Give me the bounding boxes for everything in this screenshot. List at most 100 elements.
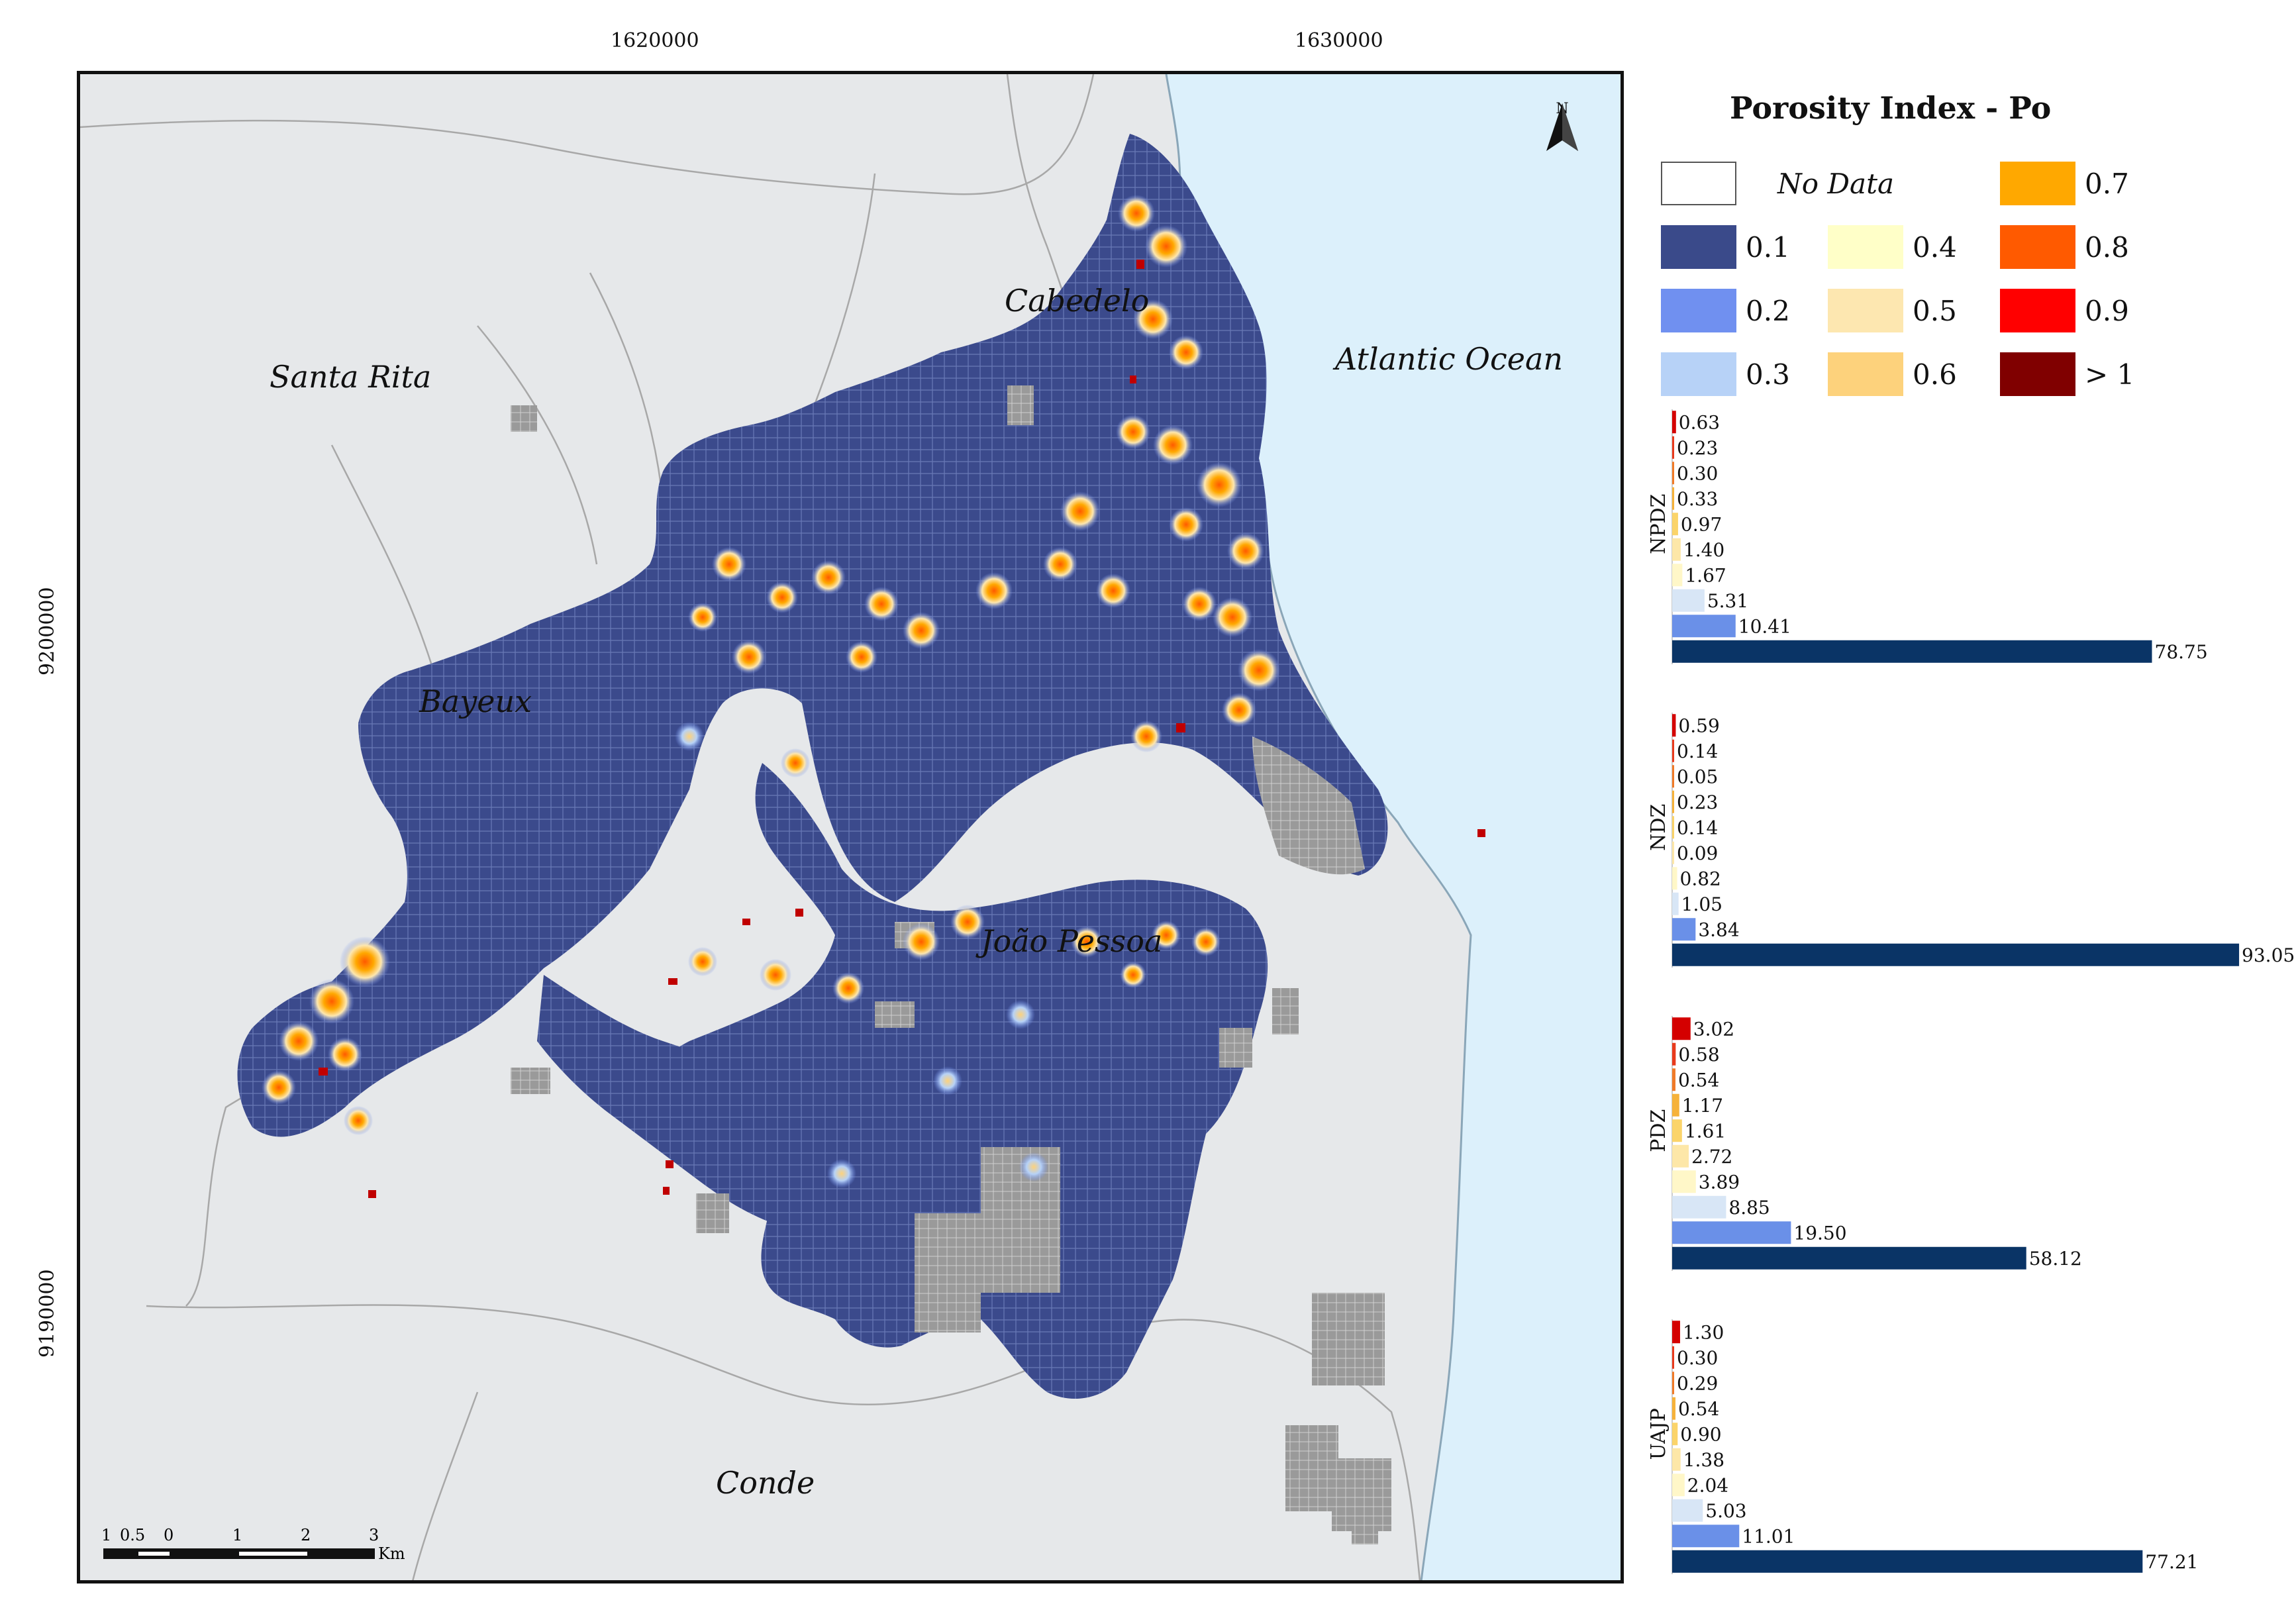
label-joao-pessoa: João Pessoa	[981, 923, 1163, 959]
bar-07	[1672, 1093, 1679, 1117]
bar-value-label: 0.54	[1678, 1069, 1719, 1091]
bar-value-label: 0.14	[1677, 740, 1718, 762]
bar-value-label: 3.02	[1693, 1018, 1734, 1040]
ocean-area	[1166, 74, 1621, 1580]
scale-tick-3: 3	[369, 1526, 379, 1544]
bar-value-label: 0.82	[1680, 868, 1721, 889]
north-arrow-icon	[1546, 103, 1578, 151]
legend-swatch	[1661, 352, 1736, 396]
legend-swatch	[1828, 352, 1903, 396]
bar-04	[1672, 1474, 1685, 1497]
bar-05	[1672, 1144, 1689, 1168]
scale-unit: Km	[378, 1544, 405, 1563]
bar-value-label: 8.85	[1728, 1197, 1770, 1219]
bar-02	[1672, 1221, 1791, 1244]
bar-01	[1672, 1550, 2143, 1573]
bar-09	[1672, 1346, 1674, 1369]
chart-npdz: 0.63 0.23 0.30 0.33 0.97 1.40 1.67 5.31 10.41 78.…	[1636, 409, 2291, 674]
bar-08	[1672, 765, 1674, 788]
legend-item: 0.9	[2000, 289, 2129, 332]
bar-08	[1672, 462, 1674, 485]
legend-swatch	[2000, 289, 2075, 332]
bar-1	[1672, 1321, 1680, 1344]
bar-value-label: 77.21	[2145, 1551, 2198, 1573]
legend-label: 0.3	[1746, 358, 1790, 391]
legend-swatch	[1661, 225, 1736, 269]
chart-zone-title: UAJP	[1647, 1408, 1670, 1460]
chart-zone-title: PDZ	[1647, 1109, 1670, 1152]
bar-value-label: 0.29	[1677, 1372, 1718, 1394]
bar-03	[1672, 1499, 1703, 1522]
label-atlantic-ocean: Atlantic Ocean	[1335, 341, 1563, 377]
scale-tick-1b: 1	[232, 1526, 242, 1544]
legend-item: 0.7	[2000, 162, 2129, 205]
bar-01	[1672, 640, 2152, 663]
bar-05	[1672, 841, 1674, 864]
legend-swatch	[2000, 225, 2075, 269]
legend-item: No Data	[1661, 162, 1894, 205]
label-conde: Conde	[716, 1465, 815, 1501]
bar-07	[1672, 487, 1675, 510]
bar-value-label: 0.30	[1677, 1347, 1718, 1369]
bar-value-label: 1.67	[1685, 564, 1726, 586]
bar-value-label: 0.90	[1680, 1423, 1721, 1445]
legend-item: 0.2	[1661, 289, 1790, 332]
bar-value-label: 1.30	[1683, 1321, 1724, 1343]
chart-zone-title: NPDZ	[1647, 494, 1670, 554]
bar-04	[1672, 867, 1677, 890]
legend-item: 0.4	[1828, 225, 1957, 269]
label-bayeux: Bayeux	[419, 683, 532, 719]
bar-06	[1672, 1423, 1678, 1446]
bar-value-label: 0.58	[1678, 1044, 1719, 1066]
y-tick-9190000: 9190000	[36, 1269, 59, 1358]
high-porosity-cells	[319, 260, 1485, 1198]
no-data-blocks	[511, 385, 1391, 1544]
bar-value-label: 0.09	[1677, 842, 1718, 864]
bar-02	[1672, 615, 1736, 638]
bar-value-label: 58.12	[2029, 1248, 2082, 1270]
chart-pdz: 3.02 0.58 0.54 1.17 1.61 2.72 3.89 8.85 19.50 58.…	[1636, 1016, 2291, 1281]
legend-label: No Data	[1777, 167, 1895, 200]
porosity-hotspots	[262, 195, 1280, 1188]
bar-value-label: 1.05	[1681, 893, 1722, 915]
map-panel[interactable]: Santa Rita Cabedelo Atlantic Ocean Bayeu…	[77, 71, 1624, 1583]
bar-value-label: 5.31	[1707, 590, 1748, 612]
legend-item: 0.3	[1661, 352, 1790, 396]
legend-swatch	[1661, 289, 1736, 332]
legend-swatch	[2000, 352, 2075, 396]
legend-item: 0.1	[1661, 225, 1790, 269]
bar-value-label: 1.38	[1683, 1449, 1724, 1471]
bar-value-label: 19.50	[1793, 1222, 1846, 1244]
map-canvas[interactable]	[80, 74, 1624, 1583]
bar-04	[1672, 564, 1683, 587]
north-arrow: N	[1542, 101, 1582, 151]
legend-label: 0.8	[2085, 230, 2129, 264]
legend-label: 0.1	[1746, 230, 1790, 264]
legend-label: 0.9	[2085, 294, 2129, 327]
scale-tick-1a: 1	[101, 1526, 111, 1544]
bar-1	[1672, 411, 1676, 434]
bar-07	[1672, 790, 1674, 813]
label-santa-rita: Santa Rita	[270, 359, 432, 395]
legend-title: Porosity Index - Po	[1730, 90, 2052, 126]
bar-value-label: 3.89	[1699, 1171, 1740, 1193]
scale-tick-0: 0	[164, 1526, 174, 1544]
bar-value-label: 0.54	[1678, 1398, 1719, 1420]
bar-value-label: 0.14	[1677, 817, 1718, 838]
bar-09	[1672, 1042, 1676, 1066]
legend-swatch	[1661, 162, 1736, 205]
bar-value-label: 5.03	[1705, 1500, 1746, 1522]
scale-tick-0-5: 0.5	[120, 1526, 145, 1544]
bar-value-label: 11.01	[1742, 1525, 1795, 1547]
bar-value-label: 0.97	[1681, 513, 1722, 535]
y-tick-9200000: 9200000	[36, 587, 59, 676]
bar-value-label: 1.61	[1685, 1120, 1726, 1142]
bar-05	[1672, 538, 1681, 561]
legend-item: 0.6	[1828, 352, 1957, 396]
bar-02	[1672, 918, 1696, 941]
bar-09	[1672, 739, 1674, 762]
x-tick-1630000: 1630000	[1295, 29, 1383, 52]
bar-value-label: 0.05	[1677, 766, 1718, 787]
bar-1	[1672, 714, 1676, 737]
bar-1	[1672, 1017, 1691, 1040]
